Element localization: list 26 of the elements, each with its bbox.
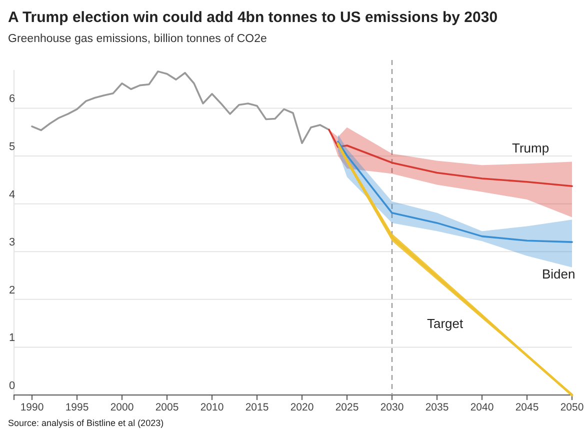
chart-subtitle: Greenhouse gas emissions, billion tonnes of CO2e (8, 33, 267, 45)
series-label: Target (427, 316, 464, 332)
x-tick-label: 2000 (110, 401, 134, 414)
x-tick-label: 2025 (335, 401, 359, 414)
x-tick-label: 2010 (200, 401, 224, 414)
x-tick-label: 2020 (290, 401, 314, 414)
x-tick-label: 2040 (470, 401, 494, 414)
x-tick-label: 1990 (20, 401, 44, 414)
y-tick-label: 5 (8, 141, 16, 154)
series-label: Biden (542, 266, 576, 282)
y-tick-label: 6 (8, 93, 16, 106)
series-label: Trump (512, 140, 550, 156)
y-tick-label: 4 (8, 188, 16, 201)
y-tick-label: 0 (8, 380, 16, 392)
x-tick-label: 2005 (155, 401, 179, 414)
source-note: Source: analysis of Bistline et al (2023) (8, 418, 164, 428)
x-tick-label: 2015 (245, 401, 269, 414)
x-tick-label: 2030 (380, 401, 404, 414)
y-tick-label: 3 (8, 236, 16, 249)
y-tick-label: 1 (8, 332, 16, 344)
chart-title: A Trump election win could add 4bn tonnes to US emissions by 2030 (8, 9, 498, 26)
x-tick-label: 2050 (560, 401, 584, 414)
x-tick-label: 2045 (515, 401, 539, 414)
x-tick-label: 1995 (65, 401, 89, 414)
y-tick-label: 2 (8, 284, 16, 296)
x-tick-label: 2035 (425, 401, 449, 414)
